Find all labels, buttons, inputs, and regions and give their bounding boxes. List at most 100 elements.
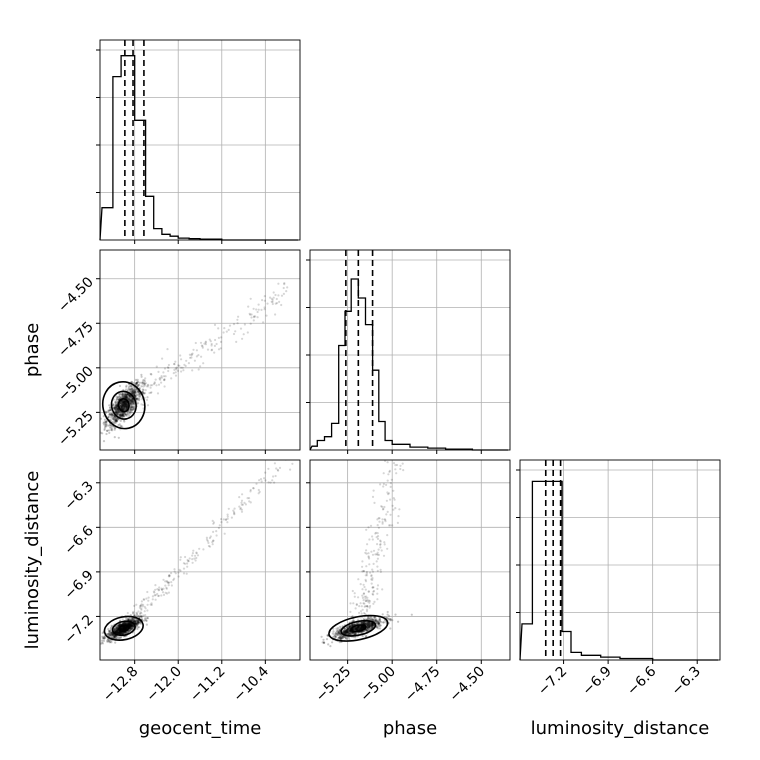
scatter-point (286, 286, 289, 289)
scatter-point (265, 314, 268, 317)
scatter-point (357, 628, 360, 631)
scatter-point (130, 626, 134, 629)
scatter-point (205, 536, 208, 539)
scatter-point (130, 400, 133, 403)
scatter-point (358, 628, 362, 631)
scatter-point (361, 626, 364, 629)
scatter-point (136, 391, 139, 394)
scatter-point (129, 629, 132, 632)
hist-panel-phase (306, 249, 511, 454)
scatter-point (124, 413, 127, 416)
scatter-point (122, 395, 125, 398)
scatter-point (113, 629, 116, 632)
scatter-point (115, 403, 119, 406)
scatter-point (123, 626, 126, 629)
scatter-point (382, 554, 386, 557)
scatter-point (127, 397, 131, 400)
scatter-point (354, 628, 357, 631)
scatter-point (143, 382, 146, 385)
scatter-point (344, 629, 347, 633)
scatter-point (107, 632, 110, 636)
scatter-point (140, 612, 143, 615)
scatter-point (116, 408, 119, 411)
scatter-point (375, 626, 378, 629)
scatter-point (364, 621, 367, 624)
scatter-point (375, 621, 378, 624)
scatter-point (134, 620, 137, 623)
scatter-point (130, 396, 133, 400)
scatter-point (356, 628, 359, 632)
scatter-point (348, 625, 351, 629)
scatter-point (113, 406, 117, 409)
scatter-point (121, 413, 125, 416)
scatter-point (108, 629, 111, 632)
x-axis-label-geocent_time: geocent_time (139, 718, 262, 739)
scatter-point (377, 621, 380, 624)
scatter-point (123, 625, 127, 628)
scatter-point (351, 615, 354, 618)
scatter-point (102, 440, 106, 443)
scatter-point (129, 623, 133, 626)
scatter-point (359, 610, 363, 613)
scatter-point (359, 602, 362, 605)
scatter-point (117, 411, 120, 414)
scatter-point (291, 452, 293, 454)
scatter-point (129, 622, 132, 625)
scatter-point (378, 622, 381, 625)
scatter-point (123, 405, 126, 408)
scatter-point (114, 406, 117, 409)
scatter-point (121, 402, 125, 405)
scatter-point (124, 631, 127, 635)
scatter-point (174, 572, 177, 575)
scatter-point (129, 408, 132, 411)
scatter-point (113, 635, 117, 638)
scatter-point (203, 342, 206, 345)
scatter-point (130, 627, 133, 630)
scatter-point (351, 632, 354, 635)
scatter-point (122, 627, 125, 630)
scatter-point (396, 521, 399, 525)
scatter-point (123, 621, 126, 624)
scatter-point (248, 497, 251, 500)
scatter-point (132, 619, 135, 623)
scatter-point (239, 506, 242, 510)
scatter-point (346, 631, 350, 634)
scatter-point (345, 630, 348, 634)
scatter-point (151, 595, 154, 598)
scatter-point (345, 630, 348, 633)
scatter-point (346, 627, 350, 631)
scatter-point (129, 403, 132, 406)
scatter-point (368, 625, 371, 628)
scatter-point (360, 625, 363, 628)
scatter-point (355, 627, 358, 630)
scatter-point (124, 401, 127, 404)
scatter-point (135, 397, 139, 400)
scatter-point (364, 578, 367, 582)
scatter-point (322, 641, 325, 645)
scatter-point (115, 395, 118, 398)
scatter-point (338, 636, 341, 639)
scatter-point (142, 391, 145, 394)
scatter-point (111, 632, 114, 635)
scatter-point (257, 308, 260, 311)
scatter-point (156, 588, 159, 591)
scatter-point (386, 510, 389, 513)
scatter-point (347, 630, 350, 633)
scatter-point (367, 622, 370, 625)
scatter-point (130, 627, 133, 631)
scatter-point (123, 622, 127, 625)
scatter-point (194, 341, 197, 345)
scatter-point (123, 622, 126, 625)
scatter-point (114, 401, 117, 404)
scatter-point (118, 393, 121, 396)
scatter-point (282, 292, 285, 295)
scatter-point (220, 518, 223, 521)
scatter-point (170, 377, 173, 380)
scatter-point (386, 534, 389, 537)
scatter-point (363, 621, 366, 624)
scatter-point (388, 470, 391, 473)
scatter-point (125, 627, 128, 630)
scatter-point (131, 619, 134, 622)
scatter-point (122, 401, 125, 404)
scatter-point (122, 627, 126, 630)
